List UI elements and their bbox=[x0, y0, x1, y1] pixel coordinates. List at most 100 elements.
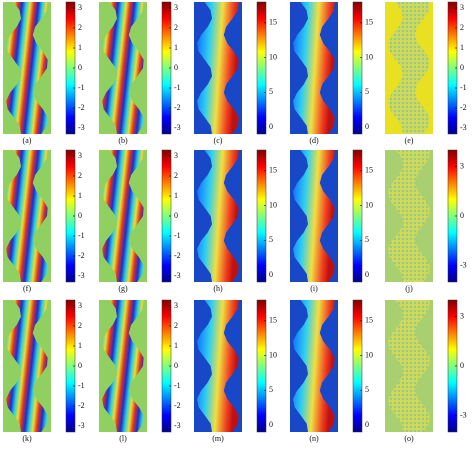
panel-label: (o) bbox=[404, 434, 414, 443]
colorbar-tick-label: 3 bbox=[460, 161, 464, 170]
panel-swath bbox=[197, 2, 239, 134]
colorbar-tick-label: -2 bbox=[174, 401, 181, 410]
panel-label: (l) bbox=[119, 434, 127, 443]
colorbar-tick-label: 2 bbox=[78, 23, 82, 32]
colorbar-tick-label: 0 bbox=[460, 63, 464, 72]
panel-swath bbox=[388, 2, 430, 134]
panel-label: (b) bbox=[118, 136, 128, 145]
colorbar-tick-label: 0 bbox=[460, 211, 464, 220]
colorbar-tick-label: -2 bbox=[78, 401, 85, 410]
colorbar-tick-label: 1 bbox=[174, 191, 178, 200]
colorbar-tick-label: 10 bbox=[269, 52, 277, 61]
colorbar-tick-label: 10 bbox=[269, 350, 277, 359]
colorbar-tick-label: -1 bbox=[174, 231, 181, 240]
panel-swath bbox=[197, 150, 239, 282]
colorbar-tick-label: -3 bbox=[78, 271, 85, 280]
colorbar-tick-label: 0 bbox=[269, 122, 273, 131]
colorbar-tick-label: 15 bbox=[269, 18, 277, 27]
colorbar-tick-label: 10 bbox=[269, 200, 277, 209]
colorbar-tick-label: 0 bbox=[460, 361, 464, 370]
panel-label: (c) bbox=[214, 136, 223, 145]
colorbar-tick-label: 1 bbox=[174, 341, 178, 350]
colorbar-tick-label: -3 bbox=[78, 123, 85, 132]
colorbar-tick-label: -2 bbox=[78, 103, 85, 112]
colorbar-tick-label: 1 bbox=[78, 341, 82, 350]
colorbar-tick-label: -3 bbox=[78, 421, 85, 430]
colorbar-tick-label: -2 bbox=[174, 103, 181, 112]
colorbar-tick-label: 1 bbox=[78, 191, 82, 200]
panel-label: (g) bbox=[118, 284, 128, 293]
colorbar-tick-label: 3 bbox=[78, 3, 82, 12]
colorbar-tick-label: 3 bbox=[174, 151, 178, 160]
colorbar-tick-label: -3 bbox=[460, 410, 467, 419]
panel-swath bbox=[293, 2, 335, 134]
colorbar-tick-label: -1 bbox=[174, 83, 181, 92]
colorbar-tick-label: 10 bbox=[365, 52, 373, 61]
colorbar bbox=[352, 1, 363, 135]
colorbar-tick-label: 15 bbox=[269, 316, 277, 325]
colorbar-tick-label: 5 bbox=[269, 385, 273, 394]
colorbar-tick-label: 1 bbox=[78, 43, 82, 52]
colorbar-tick-label: 3 bbox=[460, 3, 464, 12]
colorbar-tick-label: 3 bbox=[78, 301, 82, 310]
colorbar-tick-label: 2 bbox=[460, 23, 464, 32]
colorbar-tick-label: -3 bbox=[460, 260, 467, 269]
panel-label: (k) bbox=[22, 434, 32, 443]
colorbar-tick-label: -3 bbox=[174, 271, 181, 280]
colorbar-tick-label: -1 bbox=[174, 381, 181, 390]
colorbar-tick-label: 15 bbox=[269, 166, 277, 175]
colorbar-tick-label: 3 bbox=[78, 151, 82, 160]
colorbar-tick-label: 10 bbox=[365, 200, 373, 209]
colorbar-tick-label: 0 bbox=[174, 63, 178, 72]
colorbar-tick-label: 0 bbox=[78, 211, 82, 220]
panel-swath bbox=[6, 2, 48, 134]
colorbar-tick-label: 2 bbox=[174, 23, 178, 32]
panel-swath bbox=[102, 150, 144, 282]
colorbar-tick-label: 0 bbox=[78, 63, 82, 72]
panel-label: (d) bbox=[309, 136, 319, 145]
panel-label: (n) bbox=[309, 434, 319, 443]
panel-swath bbox=[102, 300, 144, 432]
panel-swath bbox=[102, 2, 144, 134]
colorbar-tick-label: 15 bbox=[365, 316, 373, 325]
panel-swath bbox=[388, 300, 430, 432]
colorbar bbox=[256, 1, 267, 135]
colorbar-tick-label: 1 bbox=[460, 43, 464, 52]
colorbar-tick-label: -3 bbox=[460, 123, 467, 132]
colorbar-tick-label: 0 bbox=[365, 122, 369, 131]
panel-label: (f) bbox=[23, 284, 31, 293]
panel-swath bbox=[6, 300, 48, 432]
colorbar-tick-label: 0 bbox=[365, 420, 369, 429]
colorbar-tick-label: -1 bbox=[78, 83, 85, 92]
colorbar-tick-label: 0 bbox=[174, 361, 178, 370]
colorbar-tick-label: 10 bbox=[365, 350, 373, 359]
panel-swath bbox=[293, 300, 335, 432]
colorbar-tick-label: 0 bbox=[269, 420, 273, 429]
colorbar bbox=[352, 149, 363, 283]
colorbar-tick-label: -2 bbox=[460, 103, 467, 112]
colorbar bbox=[256, 299, 267, 433]
colorbar-tick-label: 3 bbox=[174, 3, 178, 12]
colorbar-tick-label: 2 bbox=[174, 171, 178, 180]
colorbar-tick-label: 2 bbox=[174, 321, 178, 330]
panel-swath bbox=[293, 150, 335, 282]
colorbar-tick-label: 0 bbox=[174, 211, 178, 220]
panel-label: (h) bbox=[213, 284, 223, 293]
colorbar-tick-label: 1 bbox=[174, 43, 178, 52]
colorbar-tick-label: 0 bbox=[365, 270, 369, 279]
colorbar-tick-label: 15 bbox=[365, 18, 373, 27]
colorbar-tick-label: 3 bbox=[174, 301, 178, 310]
colorbar-tick-label: -2 bbox=[174, 251, 181, 260]
colorbar-tick-label: 0 bbox=[269, 270, 273, 279]
panel-swath bbox=[388, 150, 430, 282]
colorbar-tick-label: 3 bbox=[460, 311, 464, 320]
colorbar-tick-label: -1 bbox=[78, 231, 85, 240]
panel-swath bbox=[6, 150, 48, 282]
colorbar-tick-label: 0 bbox=[78, 361, 82, 370]
colorbar bbox=[256, 149, 267, 283]
colorbar-tick-label: 2 bbox=[78, 321, 82, 330]
colorbar-tick-label: 5 bbox=[365, 385, 369, 394]
colorbar bbox=[352, 299, 363, 433]
colorbar-tick-label: -3 bbox=[174, 421, 181, 430]
